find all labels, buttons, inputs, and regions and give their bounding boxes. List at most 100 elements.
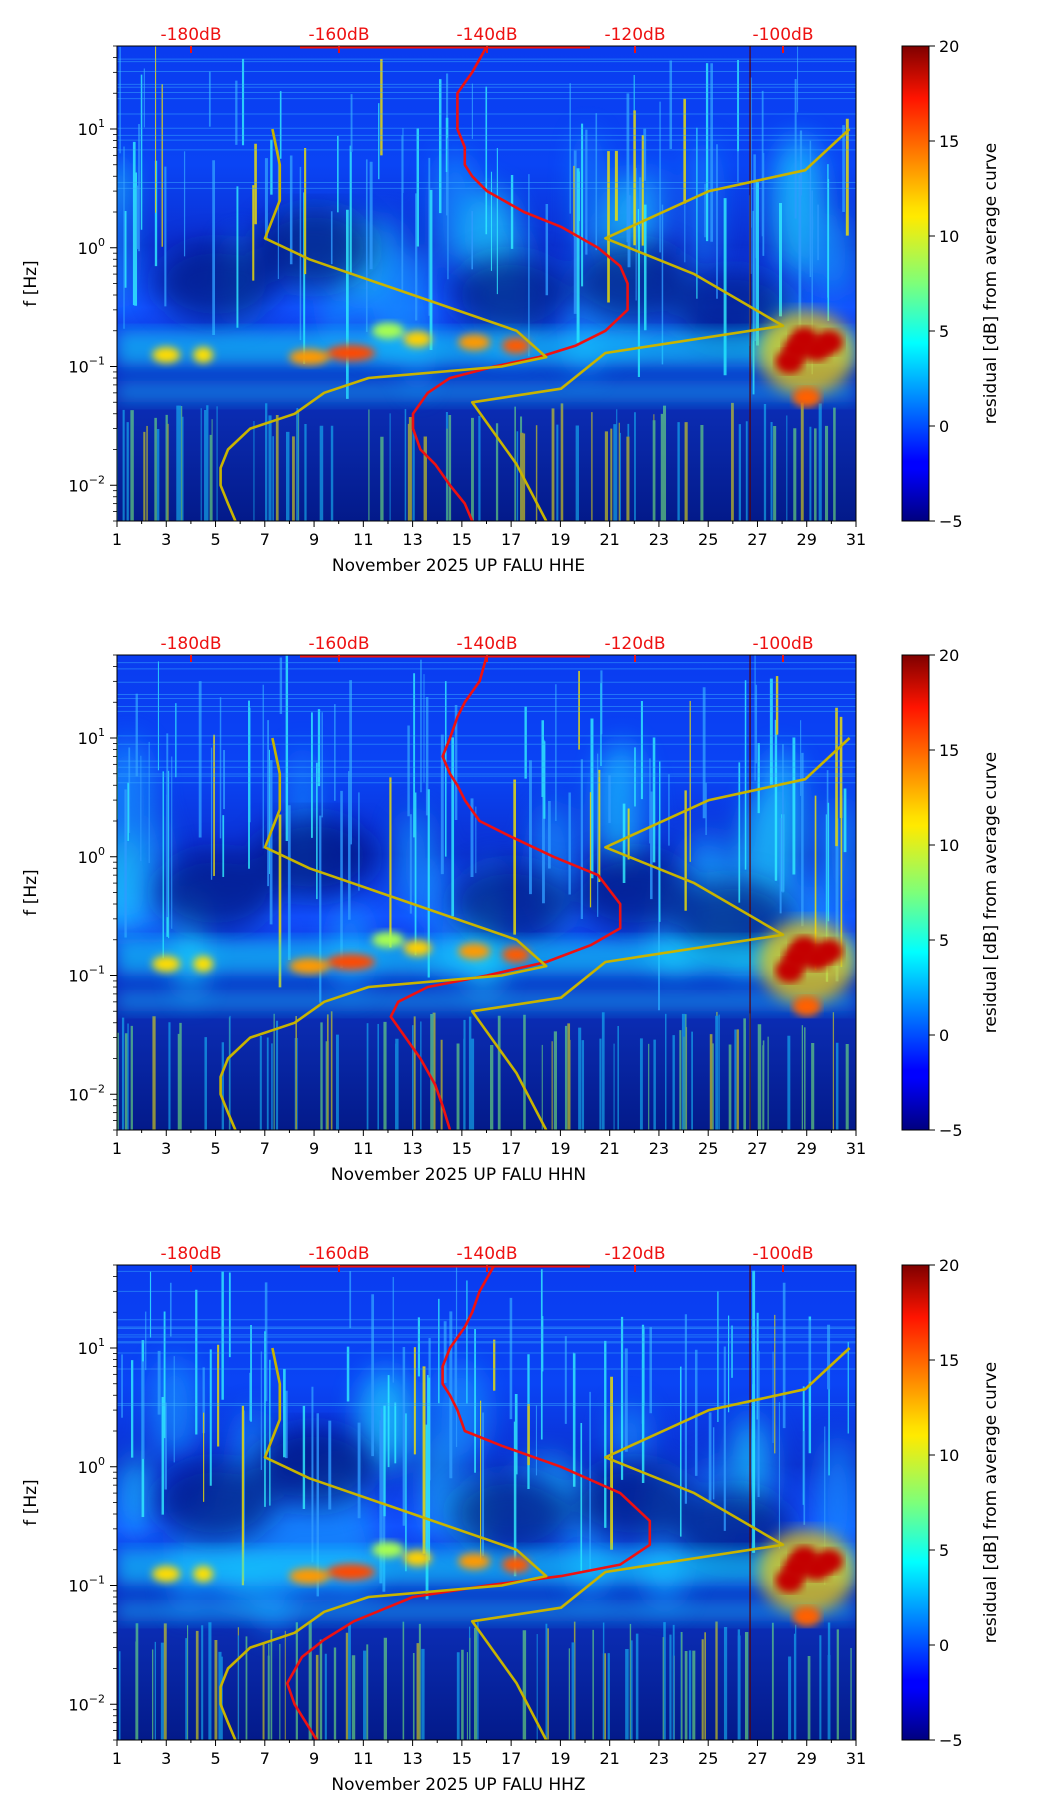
x-tick-label: 23 (649, 1749, 669, 1768)
x-tick-label: 13 (402, 1749, 422, 1768)
colorbar-tick-label: 20 (939, 1256, 959, 1275)
db-scale-label: -120dB (604, 25, 665, 45)
x-axis-label: November 2025 UP FALU HHN (331, 1165, 586, 1185)
spectrogram-image (117, 1265, 856, 1740)
y-tick-label: 10−1 (68, 355, 105, 377)
x-tick-label: 9 (309, 1749, 319, 1768)
y-axis-label: f [Hz] (21, 260, 41, 306)
colorbar: 20 15 10 5 0 −5 residual [dB] from average cur… (901, 646, 1001, 1140)
x-tick-label: 3 (161, 1139, 171, 1158)
x-tick-label: 27 (747, 530, 767, 549)
y-tick-label: 10−2 (68, 473, 105, 495)
x-tick-label: 29 (797, 530, 817, 549)
x-tick-label: 1 (112, 1749, 122, 1768)
x-tick-label: 1 (112, 1139, 122, 1158)
db-scale-label: -100dB (752, 634, 813, 654)
db-scale-label: -120dB (604, 634, 665, 654)
x-tick-label: 3 (161, 530, 171, 549)
x-tick-label: 7 (260, 530, 270, 549)
x-tick-label: 5 (210, 530, 220, 549)
x-tick-label: 19 (550, 1139, 570, 1158)
x-tick-label: 31 (846, 530, 866, 549)
x-tick-label: 5 (210, 1749, 220, 1768)
db-scale-label: -140dB (456, 25, 517, 45)
x-tick-label: 7 (260, 1139, 270, 1158)
x-tick-label: 5 (210, 1139, 220, 1158)
x-tick-label: 23 (649, 1139, 669, 1158)
x-tick-label: 21 (599, 1749, 619, 1768)
x-axis-label: November 2025 UP FALU HHE (332, 556, 585, 576)
x-tick-label: 25 (698, 1139, 718, 1158)
nlnm-curve (219, 1347, 548, 1740)
colorbar-tick-label: 15 (939, 1351, 959, 1370)
x-tick-label: 9 (309, 530, 319, 549)
x-tick-label: 25 (698, 1749, 718, 1768)
y-tick-label: 10−1 (68, 964, 105, 986)
y-tick-label: 100 (78, 236, 105, 258)
colorbar: 20 15 10 5 0 −5 residual [dB] from average cur… (901, 37, 1001, 531)
x-tick-label: 11 (353, 1749, 373, 1768)
x-tick-label: 1 (112, 530, 122, 549)
nlnm-curve (219, 128, 548, 521)
colorbar-tick-label: 10 (939, 227, 959, 246)
nhnm-curve (470, 1347, 851, 1740)
db-scale-label: -140dB (456, 1244, 517, 1264)
x-tick-label: 23 (649, 530, 669, 549)
colorbar-tick-label: 20 (939, 37, 959, 56)
colorbar-label: residual [dB] from average curve (981, 1362, 1001, 1643)
y-tick-label: 101 (78, 726, 105, 748)
x-axis-label: November 2025 UP FALU HHZ (331, 1775, 585, 1795)
x-tick-label: 15 (452, 530, 472, 549)
y-tick-label: 101 (78, 117, 105, 139)
nhnm-curve (470, 128, 851, 521)
db-scale-label: -180dB (160, 634, 221, 654)
y-axis-label: f [Hz] (21, 1479, 41, 1525)
colorbar-tick-label: −5 (939, 1121, 963, 1140)
x-tick-label: 13 (402, 530, 422, 549)
x-tick-label: 19 (550, 1749, 570, 1768)
y-tick-label: 101 (78, 1336, 105, 1358)
colorbar-label: residual [dB] from average curve (981, 752, 1001, 1033)
y-tick-label: 100 (78, 1455, 105, 1477)
x-tick-label: 7 (260, 1749, 270, 1768)
x-tick-label: 11 (353, 1139, 373, 1158)
x-tick-label: 29 (797, 1139, 817, 1158)
colorbar-tick-label: 0 (939, 1636, 949, 1655)
db-scale-label: -180dB (160, 25, 221, 45)
colorbar-tick-label: 5 (939, 931, 949, 950)
x-tick-label: 29 (797, 1749, 817, 1768)
db-scale-label: -160dB (308, 634, 369, 654)
x-tick-label: 27 (747, 1749, 767, 1768)
colorbar-tick-label: 0 (939, 417, 949, 436)
colorbar-tick-label: −5 (939, 1731, 963, 1750)
x-tick-label: 25 (698, 530, 718, 549)
db-scale-label: -160dB (308, 1244, 369, 1264)
colorbar-tick-label: 5 (939, 322, 949, 341)
colorbar-tick-label: 20 (939, 646, 959, 665)
x-tick-label: 19 (550, 530, 570, 549)
x-tick-label: 11 (353, 530, 373, 549)
db-scale-label: -100dB (752, 25, 813, 45)
x-tick-label: 17 (501, 530, 521, 549)
spectrogram-image (117, 46, 856, 521)
x-tick-label: 17 (501, 1139, 521, 1158)
x-tick-label: 21 (599, 1139, 619, 1158)
colorbar-tick-label: 5 (939, 1541, 949, 1560)
colorbar-tick-label: 10 (939, 836, 959, 855)
colorbar-label: residual [dB] from average curve (981, 143, 1001, 424)
x-tick-label: 21 (599, 530, 619, 549)
y-tick-label: 10−2 (68, 1692, 105, 1714)
y-tick-label: 10−1 (68, 1574, 105, 1596)
x-tick-label: 9 (309, 1139, 319, 1158)
x-tick-label: 13 (402, 1139, 422, 1158)
colorbar-tick-label: −5 (939, 512, 963, 531)
x-tick-label: 27 (747, 1139, 767, 1158)
x-tick-label: 31 (846, 1139, 866, 1158)
db-scale-label: -120dB (604, 1244, 665, 1264)
y-tick-label: 10−2 (68, 1082, 105, 1104)
average-psd-curve (389, 655, 622, 1130)
average-psd-curve (411, 46, 629, 521)
